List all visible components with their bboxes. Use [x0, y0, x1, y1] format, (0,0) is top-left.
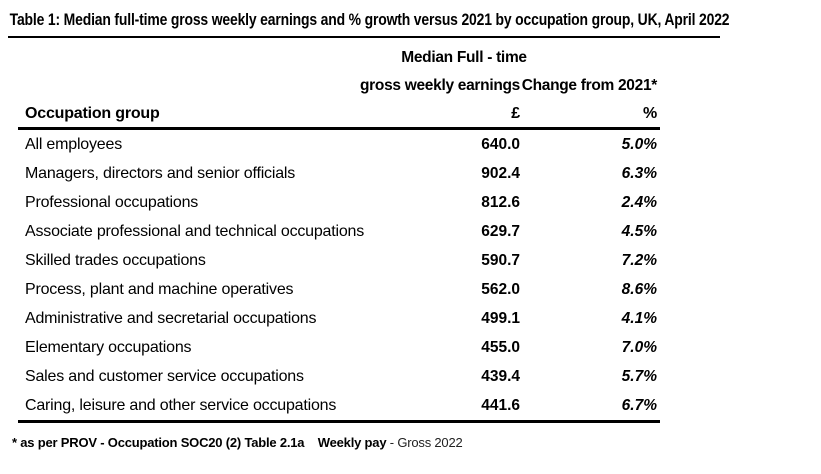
change-value: 5.7%: [621, 367, 657, 385]
col-header-pounds-unit: £: [511, 104, 520, 122]
earnings-table: Median Full - time gross weekly earnings…: [18, 44, 660, 423]
occupation-name: Caring, leisure and other service occupa…: [25, 396, 337, 414]
table-row: Process, plant and machine operatives 56…: [18, 275, 660, 304]
earnings-value: 590.7: [481, 251, 520, 269]
footnote-source-text: * as per PROV - Occupation SOC20 (2) Tab…: [12, 435, 305, 450]
footnote-measure-text: Weekly pay: [317, 435, 387, 450]
table-row: Caring, leisure and other service occupa…: [18, 391, 660, 420]
earnings-value: 439.4: [481, 367, 520, 385]
col-header-occupation-group: Occupation group: [25, 104, 160, 122]
occupation-name: Professional occupations: [25, 193, 199, 211]
occupation-name: Elementary occupations: [25, 338, 192, 356]
footnote-suffix-text: - Gross 2022: [389, 435, 463, 450]
occupation-name: Sales and customer service occupations: [25, 367, 304, 385]
occupation-name: All employees: [25, 135, 123, 153]
occupation-name: Managers, directors and senior officials: [25, 164, 296, 182]
table-row: Sales and customer service occupations 4…: [18, 362, 660, 391]
earnings-value: 455.0: [481, 338, 520, 356]
table-row: Skilled trades occupations 590.7 7.2%: [18, 246, 660, 275]
footnote: * as per PROV - Occupation SOC20 (2) Tab…: [12, 434, 463, 452]
header-row-units: Occupation group £ %: [18, 100, 660, 130]
col-header-median-full-time: Median Full - time: [401, 49, 527, 66]
table-row: Elementary occupations 455.0 7.0%: [18, 333, 660, 362]
occupation-name: Skilled trades occupations: [25, 251, 206, 269]
header-row-median-line1: Median Full - time: [18, 44, 660, 72]
change-value: 6.7%: [621, 396, 657, 414]
table-row: All employees 640.0 5.0%: [18, 130, 660, 159]
table-body: All employees 640.0 5.0% Managers, direc…: [18, 130, 660, 423]
table-row: Associate professional and technical occ…: [18, 217, 660, 246]
table-title-block: Table 1: Median full-time gross weekly e…: [8, 10, 730, 38]
change-value: 7.0%: [621, 338, 657, 356]
change-value: 5.0%: [621, 135, 657, 153]
header-row-median-line2: gross weekly earnings Change from 2021*: [18, 72, 660, 100]
occupation-name: Process, plant and machine operatives: [25, 280, 294, 298]
col-header-change-from-2021: Change from 2021*: [521, 77, 658, 94]
earnings-value: 441.6: [481, 396, 520, 414]
table-row: Managers, directors and senior officials…: [18, 159, 660, 188]
change-value: 6.3%: [621, 164, 657, 182]
change-value: 2.4%: [621, 193, 657, 211]
earnings-value: 902.4: [481, 164, 520, 182]
change-value: 4.1%: [621, 309, 657, 327]
change-value: 4.5%: [621, 222, 657, 240]
earnings-value: 629.7: [481, 222, 520, 240]
earnings-value: 499.1: [481, 309, 520, 327]
table-row: Professional occupations 812.6 2.4%: [18, 188, 660, 217]
table-title: Table 1: Median full-time gross weekly e…: [9, 10, 730, 29]
col-header-gross-weekly-earnings: gross weekly earnings: [360, 77, 520, 94]
col-header-percent-unit: %: [642, 104, 657, 122]
occupation-name: Administrative and secretarial occupatio…: [25, 309, 317, 327]
earnings-value: 562.0: [481, 280, 520, 298]
change-value: 7.2%: [621, 251, 657, 269]
change-value: 8.6%: [621, 280, 657, 298]
occupation-name: Associate professional and technical occ…: [25, 222, 365, 240]
earnings-value: 640.0: [481, 135, 520, 153]
table-row: Administrative and secretarial occupatio…: [18, 304, 660, 333]
earnings-value: 812.6: [481, 193, 520, 211]
